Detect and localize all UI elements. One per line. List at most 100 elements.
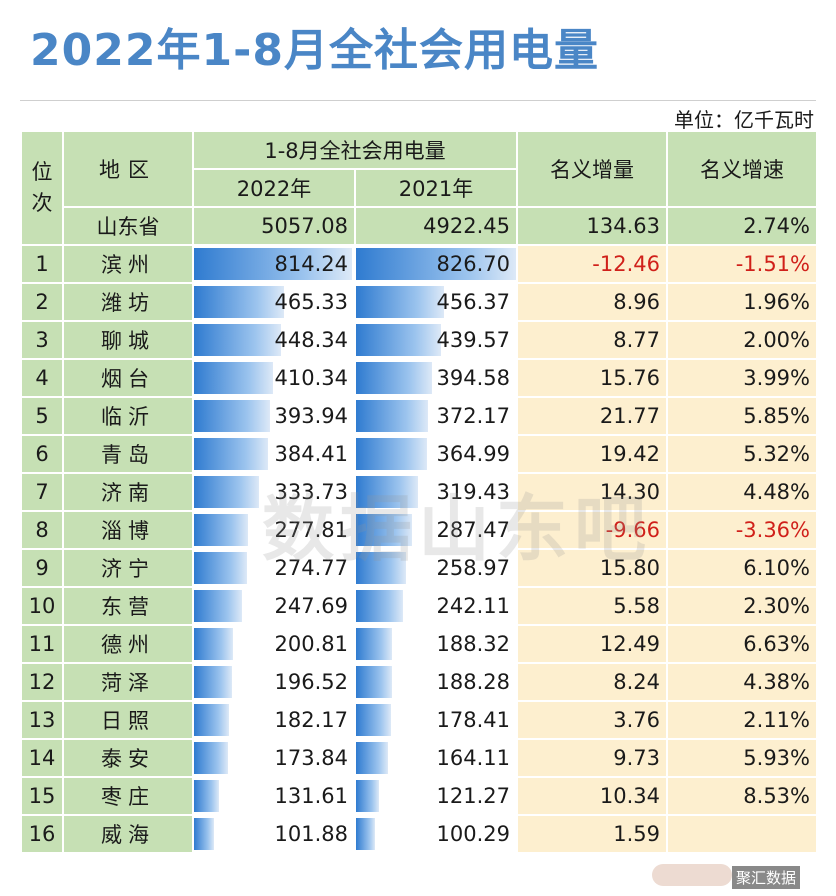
data-bar-y2021 — [357, 324, 442, 356]
rank-cell: 7 — [20, 472, 64, 512]
rank-cell: 5 — [20, 396, 64, 436]
increment-cell: 8.77 — [516, 320, 668, 360]
value-y2022: 410.34 — [274, 366, 348, 390]
data-bar-y2021 — [357, 742, 388, 774]
data-bar-y2022 — [195, 362, 274, 394]
city-cell: 聊城 — [62, 320, 194, 360]
growth-rate-cell: 5.93% — [666, 738, 818, 778]
value-y2022: 277.81 — [274, 518, 348, 542]
header-increment: 名义增量 — [516, 130, 668, 208]
data-bar-y2022 — [195, 780, 220, 812]
rank-cell: 6 — [20, 434, 64, 474]
city-cell: 青岛 — [62, 434, 194, 474]
value-y2022: 274.77 — [274, 556, 348, 580]
table-row: 11 德州 200.81 188.32 12.49 6.63% — [20, 624, 818, 664]
value-y2022: 333.73 — [274, 480, 348, 504]
bar-cell-y2021: 188.32 — [354, 624, 518, 664]
value-y2022: 131.61 — [274, 784, 348, 808]
increment-cell: 9.73 — [516, 738, 668, 778]
city-cell: 枣庄 — [62, 776, 194, 816]
value-y2021: 456.37 — [436, 290, 510, 314]
table-row: 5 临沂 393.94 372.17 21.77 5.85% — [20, 396, 818, 436]
rank-cell: 4 — [20, 358, 64, 398]
growth-rate-cell: 2.30% — [666, 586, 818, 626]
increment-cell: 15.80 — [516, 548, 668, 588]
bar-cell-y2022: 410.34 — [192, 358, 356, 398]
data-bar-y2022 — [195, 400, 271, 432]
data-bar-y2021 — [357, 666, 393, 698]
increment-cell: 3.76 — [516, 700, 668, 740]
data-bar-y2022 — [195, 742, 228, 774]
data-bar-y2021 — [357, 590, 403, 622]
increment-cell: 21.77 — [516, 396, 668, 436]
province-growth-rate: 2.74% — [666, 206, 818, 246]
value-y2022: 200.81 — [274, 632, 348, 656]
value-y2022: 393.94 — [274, 404, 348, 428]
growth-rate-cell: 5.32% — [666, 434, 818, 474]
increment-cell: -12.46 — [516, 244, 668, 284]
data-bar-y2022 — [195, 514, 248, 546]
bar-cell-y2021: 242.11 — [354, 586, 518, 626]
bar-cell-y2022: 333.73 — [192, 472, 356, 512]
header-group: 1-8月全社会用电量 — [192, 130, 518, 170]
city-cell: 临沂 — [62, 396, 194, 436]
rank-cell: 2 — [20, 282, 64, 322]
bar-cell-y2021: 287.47 — [354, 510, 518, 550]
increment-cell: 5.58 — [516, 586, 668, 626]
city-cell: 泰安 — [62, 738, 194, 778]
bar-cell-y2022: 277.81 — [192, 510, 356, 550]
data-bar-y2021 — [357, 780, 380, 812]
city-cell: 德州 — [62, 624, 194, 664]
city-cell: 滨州 — [62, 244, 194, 284]
bar-cell-y2021: 188.28 — [354, 662, 518, 702]
data-bar-y2021 — [357, 248, 515, 280]
value-y2021: 121.27 — [436, 784, 510, 808]
header-2022: 2022年 — [192, 168, 356, 208]
value-y2021: 319.43 — [436, 480, 510, 504]
value-y2021: 364.99 — [436, 442, 510, 466]
bar-cell-y2022: 274.77 — [192, 548, 356, 588]
data-bar-y2021 — [357, 704, 391, 736]
city-cell: 淄博 — [62, 510, 194, 550]
province-2021: 4922.45 — [354, 206, 518, 246]
value-y2022: 247.69 — [274, 594, 348, 618]
rank-cell: 15 — [20, 776, 64, 816]
bar-cell-y2022: 101.88 — [192, 814, 356, 854]
source-badge: 聚汇数据 — [732, 866, 801, 889]
value-y2022: 465.33 — [274, 290, 348, 314]
data-bar-y2021 — [357, 514, 412, 546]
table-row: 7 济南 333.73 319.43 14.30 4.48% — [20, 472, 818, 512]
city-cell: 菏泽 — [62, 662, 194, 702]
rank-cell: 13 — [20, 700, 64, 740]
value-y2021: 439.57 — [436, 328, 510, 352]
increment-cell: 8.96 — [516, 282, 668, 322]
value-y2021: 287.47 — [436, 518, 510, 542]
table-row: 15 枣庄 131.61 121.27 10.34 8.53% — [20, 776, 818, 816]
bar-cell-y2022: 393.94 — [192, 396, 356, 436]
growth-rate-cell: 1.96% — [666, 282, 818, 322]
table-row: 16 威海 101.88 100.29 1.59 — [20, 814, 818, 854]
table-row: 14 泰安 173.84 164.11 9.73 5.93% — [20, 738, 818, 778]
increment-cell: 19.42 — [516, 434, 668, 474]
growth-rate-cell: -3.36% — [666, 510, 818, 550]
rank-cell: 9 — [20, 548, 64, 588]
avatar-blur — [652, 864, 732, 886]
data-bar-y2022 — [195, 666, 233, 698]
bar-cell-y2021: 100.29 — [354, 814, 518, 854]
bar-cell-y2022: 200.81 — [192, 624, 356, 664]
city-cell: 济南 — [62, 472, 194, 512]
increment-cell: 12.49 — [516, 624, 668, 664]
data-bar-y2021 — [357, 476, 418, 508]
bar-cell-y2021: 826.70 — [354, 244, 518, 284]
table-row: 9 济宁 274.77 258.97 15.80 6.10% — [20, 548, 818, 588]
title-divider — [20, 100, 816, 101]
bar-cell-y2022: 465.33 — [192, 282, 356, 322]
value-y2021: 178.41 — [436, 708, 510, 732]
data-bar-y2022 — [195, 628, 233, 660]
value-y2022: 101.88 — [274, 822, 348, 846]
bar-cell-y2022: 247.69 — [192, 586, 356, 626]
value-y2021: 242.11 — [436, 594, 510, 618]
bar-cell-y2021: 319.43 — [354, 472, 518, 512]
value-y2021: 188.28 — [436, 670, 510, 694]
table-row: 3 聊城 448.34 439.57 8.77 2.00% — [20, 320, 818, 360]
